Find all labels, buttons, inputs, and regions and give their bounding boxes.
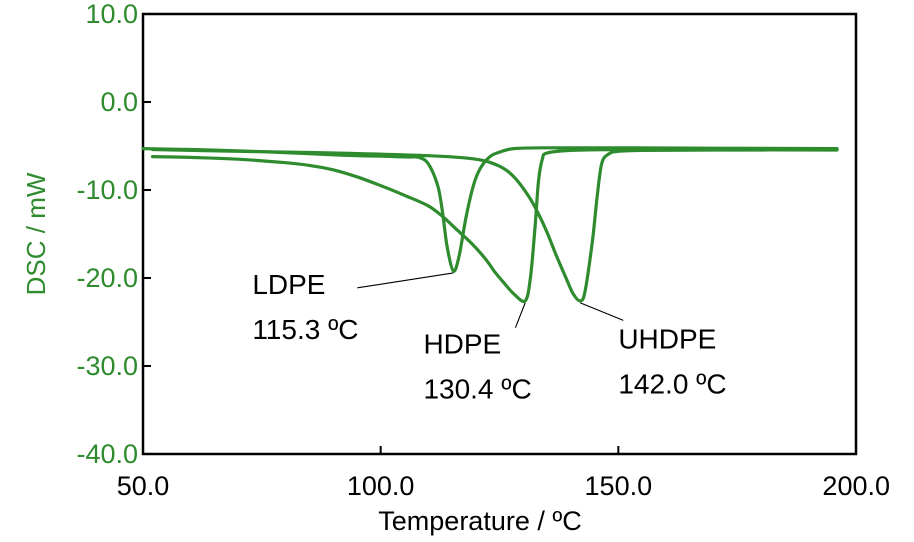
y-axis: 10.0 0.0 -10.0 -20.0 -30.0 -40.0: [76, 0, 151, 469]
plot-frame: [141, 12, 858, 456]
y-tick-label: -30.0: [76, 351, 138, 381]
annotations-group: LDPE 115.3 ºC HDPE 130.4 ºC UHDPE 142.0 ºC: [252, 269, 726, 405]
x-tick-label: 150.0: [585, 471, 653, 501]
annotation-value-ldpe: 115.3 ºC: [252, 314, 358, 345]
annotation-label-ldpe: LDPE: [252, 269, 325, 300]
series-line-ldpe: [141, 146, 839, 273]
y-tick-label: -40.0: [76, 439, 138, 469]
x-axis: 50.0 100.0 150.0 200.0: [117, 446, 890, 501]
annotation-value-hdpe: 130.4 ºC: [423, 374, 531, 405]
annotation-label-hdpe: HDPE: [423, 329, 501, 360]
x-tick-label: 200.0: [822, 471, 890, 501]
y-tick-label: 10.0: [85, 0, 138, 29]
x-tick-label: 50.0: [117, 471, 170, 501]
y-axis-label: DSC / mW: [21, 172, 51, 295]
y-tick-label: -10.0: [76, 175, 138, 205]
annotation-leader-ldpe: [357, 272, 454, 289]
annotation-leader-uhdpe: [580, 302, 624, 321]
annotation-label-uhdpe: UHDPE: [618, 323, 716, 354]
annotation-leader-hdpe: [514, 302, 526, 328]
series-group: [141, 146, 839, 304]
x-axis-label: Temperature / ºC: [378, 506, 581, 536]
y-tick-label: 0.0: [100, 87, 138, 117]
x-tick-label: 100.0: [347, 471, 415, 501]
series-line-hdpe: [150, 147, 839, 304]
series-line-uhdpe: [150, 147, 839, 303]
y-tick-label: -20.0: [76, 263, 138, 293]
annotation-value-uhdpe: 142.0 ºC: [618, 368, 726, 399]
